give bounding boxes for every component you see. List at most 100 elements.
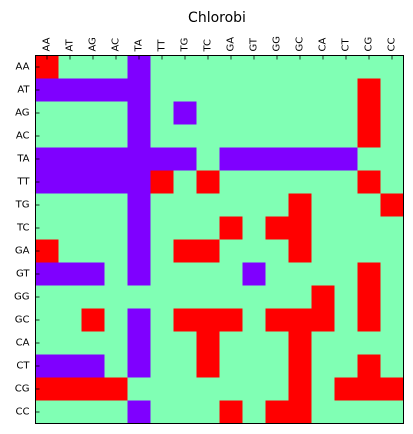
- heatmap-cell: [174, 286, 197, 309]
- heatmap-cell: [243, 332, 266, 355]
- heatmap-cell: [335, 148, 358, 171]
- heatmap-cell: [128, 148, 151, 171]
- y-tick-label: GA: [15, 246, 30, 257]
- heatmap-cell: [312, 194, 335, 217]
- heatmap-cell: [312, 378, 335, 401]
- y-tick-label: TC: [16, 223, 30, 234]
- heatmap-cell: [381, 332, 404, 355]
- heatmap-cell: [220, 332, 243, 355]
- heatmap-cell: [59, 309, 82, 332]
- heatmap-cell: [220, 194, 243, 217]
- heatmap-cell: [105, 378, 128, 401]
- heatmap-cell: [358, 378, 381, 401]
- x-tick-label: GC: [295, 37, 306, 52]
- x-tick-label: GT: [249, 37, 260, 51]
- x-tick-label: TC: [203, 39, 214, 53]
- heatmap-cell: [220, 79, 243, 102]
- heatmap-cell: [151, 217, 174, 240]
- x-tick-label: CG: [364, 37, 375, 52]
- heatmap-cell: [266, 355, 289, 378]
- heatmap-cell: [82, 309, 105, 332]
- heatmap-cell: [312, 125, 335, 148]
- heatmap-cell: [105, 401, 128, 424]
- heatmap-cell: [266, 309, 289, 332]
- heatmap-cell: [289, 332, 312, 355]
- heatmap-cell: [59, 332, 82, 355]
- heatmap-cell: [174, 401, 197, 424]
- heatmap-cell: [266, 286, 289, 309]
- heatmap-cell: [82, 171, 105, 194]
- heatmap-cell: [105, 148, 128, 171]
- heatmap-cell: [312, 217, 335, 240]
- heatmap-cell: [220, 401, 243, 424]
- heatmap-cell: [105, 125, 128, 148]
- heatmap-cell: [335, 309, 358, 332]
- heatmap-cell: [105, 309, 128, 332]
- heatmap-cell: [335, 240, 358, 263]
- heatmap-cell: [59, 263, 82, 286]
- heatmap-cell: [82, 286, 105, 309]
- heatmap-cell: [197, 378, 220, 401]
- heatmap-cell: [266, 194, 289, 217]
- x-tick-label: GA: [226, 37, 237, 52]
- heatmap-cell: [105, 332, 128, 355]
- heatmap-cell: [243, 355, 266, 378]
- heatmap-cell: [335, 332, 358, 355]
- heatmap-cell: [289, 240, 312, 263]
- heatmap-cell: [174, 79, 197, 102]
- heatmap-cell: [335, 286, 358, 309]
- chart-title: Chlorobi: [188, 10, 246, 26]
- heatmap-cell: [197, 401, 220, 424]
- heatmap-cell: [243, 217, 266, 240]
- heatmap-cell: [59, 378, 82, 401]
- heatmap-cell: [151, 102, 174, 125]
- x-tick-label: TG: [180, 38, 191, 53]
- x-tick-label: AT: [65, 38, 76, 51]
- y-tick-label: AA: [16, 62, 30, 73]
- heatmap-cell: [59, 217, 82, 240]
- heatmap-cell: [312, 240, 335, 263]
- heatmap-cell: [105, 194, 128, 217]
- heatmap-cell: [335, 102, 358, 125]
- heatmap-cell: [289, 79, 312, 102]
- heatmap-cell: [358, 332, 381, 355]
- heatmap-cell: [128, 217, 151, 240]
- heatmap-cell: [243, 263, 266, 286]
- heatmap-cell: [59, 355, 82, 378]
- heatmap-cell: [128, 332, 151, 355]
- heatmap-cell: [197, 217, 220, 240]
- heatmap-cell: [289, 125, 312, 148]
- heatmap-cell: [358, 240, 381, 263]
- heatmap-cell: [358, 125, 381, 148]
- heatmap-cell: [197, 148, 220, 171]
- y-tick-label: TA: [16, 154, 29, 165]
- heatmap-cell: [289, 148, 312, 171]
- x-tick-label: TA: [134, 39, 145, 52]
- heatmap-cell: [220, 217, 243, 240]
- heatmap-cell: [128, 240, 151, 263]
- heatmap-cell: [59, 79, 82, 102]
- heatmap-cell: [289, 309, 312, 332]
- heatmap-cell: [82, 217, 105, 240]
- heatmap-cell: [197, 194, 220, 217]
- y-tick-label: CC: [16, 407, 30, 418]
- heatmap-cell: [128, 171, 151, 194]
- heatmap-cell: [151, 286, 174, 309]
- heatmap-cell: [105, 217, 128, 240]
- heatmap-cell: [381, 286, 404, 309]
- heatmap-cell: [151, 263, 174, 286]
- heatmap-cell: [289, 378, 312, 401]
- y-tick-label: CT: [16, 361, 30, 372]
- heatmap-cell: [174, 194, 197, 217]
- y-tick-label: CG: [15, 384, 30, 395]
- heatmap-cell: [381, 102, 404, 125]
- x-tick-label: CT: [341, 38, 352, 52]
- y-tick-label: TT: [16, 177, 30, 188]
- heatmap-cell: [243, 171, 266, 194]
- heatmap-cell: [312, 263, 335, 286]
- heatmap-cell: [335, 217, 358, 240]
- heatmap-cell: [335, 355, 358, 378]
- heatmap-cell: [174, 148, 197, 171]
- x-tick-label: AC: [111, 38, 122, 52]
- heatmap-cell: [266, 240, 289, 263]
